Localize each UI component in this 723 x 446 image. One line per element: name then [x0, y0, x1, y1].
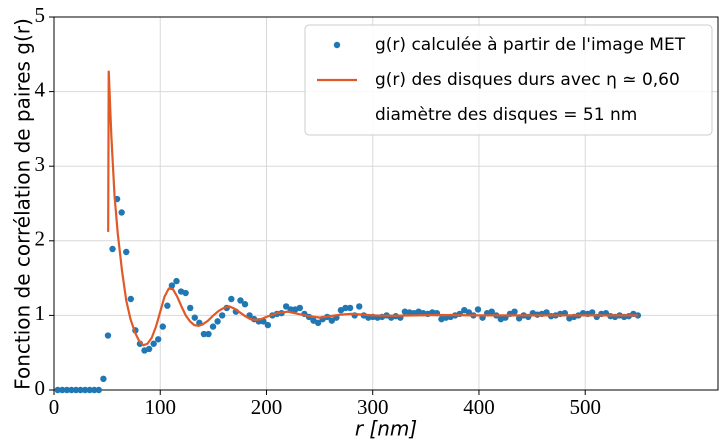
data-point: [72, 386, 80, 394]
data-point: [511, 308, 518, 315]
x-tick-label: 400: [463, 395, 495, 419]
data-point: [59, 386, 66, 394]
data-point: [86, 386, 93, 394]
data-point: [543, 309, 550, 316]
data-point: [54, 386, 61, 394]
data-point: [237, 297, 244, 304]
data-point: [95, 386, 103, 394]
data-point: [145, 345, 153, 353]
data-point: [296, 304, 304, 312]
data-point: [168, 282, 176, 289]
data-point: [164, 302, 171, 309]
y-tick-label: 5: [35, 3, 46, 27]
x-tick-label: 0: [49, 395, 60, 419]
data-point: [241, 301, 249, 308]
data-point: [77, 386, 84, 394]
data-point: [155, 336, 162, 343]
data-point: [465, 309, 473, 316]
data-point: [228, 295, 235, 303]
x-tick-label: 500: [569, 395, 601, 419]
data-point: [474, 306, 482, 313]
data-point: [218, 312, 226, 319]
legend-label: g(r) des disques durs avec η ≃ 0,60: [375, 70, 680, 90]
data-point: [515, 315, 523, 322]
data-point: [63, 386, 71, 394]
data-point: [488, 308, 495, 315]
x-axis-label: r [nm]: [355, 417, 417, 441]
data-point: [589, 309, 596, 316]
x-tick-label: 100: [144, 395, 176, 419]
data-point: [264, 321, 272, 329]
data-point: [205, 330, 212, 338]
data-point: [118, 209, 125, 216]
legend-marker: [333, 41, 341, 49]
data-point: [123, 248, 130, 256]
y-tick-label: 0: [35, 376, 46, 400]
y-tick-label: 2: [35, 227, 46, 251]
data-point: [159, 323, 166, 330]
data-point: [342, 304, 349, 312]
y-tick-label: 1: [35, 301, 46, 325]
data-point: [81, 386, 89, 394]
data-point: [100, 375, 107, 383]
data-point: [68, 386, 75, 394]
data-point: [127, 295, 135, 303]
data-point: [150, 340, 157, 347]
data-point: [282, 303, 290, 310]
y-axis-label: Fonction de corrélation de paires g(r): [11, 18, 35, 390]
data-line: [107, 70, 639, 347]
data-point: [328, 317, 336, 324]
data-point: [346, 304, 354, 312]
data-point: [104, 332, 112, 339]
x-tick-label: 200: [251, 395, 283, 419]
plot-frame: [53, 16, 719, 391]
data-point: [214, 318, 221, 325]
data-point: [173, 277, 180, 285]
x-tick-label: 300: [357, 395, 389, 419]
legend-box: [304, 24, 713, 136]
data-point: [109, 245, 116, 253]
data-point: [314, 319, 322, 327]
legend-label: g(r) calculée à partir de l'image MET: [375, 35, 686, 55]
data-point: [191, 314, 198, 321]
data-point: [91, 386, 98, 394]
data-point: [200, 330, 208, 338]
data-point: [356, 303, 363, 310]
y-tick-label: 3: [35, 152, 46, 176]
annotation: diamètre des disques = 51 nm: [375, 105, 637, 125]
data-point: [186, 304, 194, 312]
data-point: [209, 323, 217, 330]
y-tick-label: 4: [35, 77, 46, 101]
data-point: [182, 289, 189, 297]
